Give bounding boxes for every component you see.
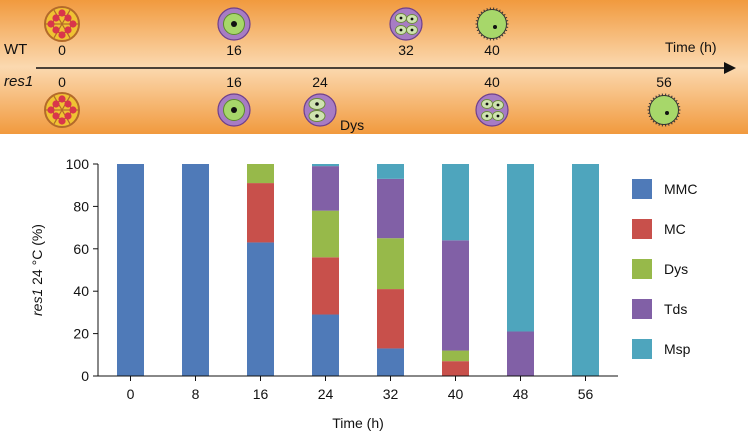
- timeline-arrowhead: [724, 62, 736, 74]
- legend-label: Msp: [664, 341, 691, 357]
- legend-item-msp: Msp: [632, 339, 691, 359]
- y-tick-label: 100: [66, 156, 90, 172]
- res1-tick-label: 16: [226, 74, 242, 90]
- bar-segment-tds: [377, 178, 404, 239]
- legend-swatch: [632, 339, 652, 359]
- timeline-panel: WT res1 Time (h) 0 16 32 40 0 16 24 Dys 40 56: [0, 0, 748, 134]
- legend-label: MMC: [664, 181, 697, 197]
- bar-segment-msp: [312, 164, 339, 167]
- res1-label: res1: [4, 73, 33, 90]
- legend-label: Tds: [664, 301, 687, 317]
- bar-segment-mc: [377, 289, 404, 349]
- x-tick-label: 24: [318, 386, 334, 402]
- bar-segment-tds: [312, 166, 339, 211]
- bar-segment-mmc: [182, 164, 209, 376]
- bar-segment-mc: [312, 257, 339, 315]
- y-axis-label-italic: res1: [29, 289, 45, 316]
- bars: [117, 164, 599, 376]
- legend-label: Dys: [664, 261, 688, 277]
- legend-swatch: [632, 299, 652, 319]
- bar-segment-mc: [247, 183, 274, 243]
- timeline-background: [0, 0, 748, 134]
- x-tick-label: 16: [253, 386, 269, 402]
- res1-tick-label: 24: [312, 74, 328, 90]
- y-axis: 0 20 40 60 80 100: [66, 156, 98, 384]
- bar-segment-dys: [442, 350, 469, 362]
- res1-tick-label: 0: [58, 74, 66, 90]
- legend: MMC MC Dys Tds Msp: [632, 179, 697, 359]
- legend-swatch: [632, 179, 652, 199]
- legend-swatch: [632, 219, 652, 239]
- legend-label: MC: [664, 221, 686, 237]
- bar-segment-mmc: [247, 242, 274, 376]
- bar-segment-msp: [507, 164, 534, 332]
- wt-timeline: 0 16 32 40: [44, 6, 509, 58]
- y-axis-label-rest: 24 °C (%): [29, 224, 45, 289]
- legend-item-mmc: MMC: [632, 179, 697, 199]
- res1-cell-mc-icon: [217, 93, 251, 127]
- x-tick-label: 0: [127, 386, 135, 402]
- y-tick-label: 60: [73, 241, 89, 257]
- bar-segment-dys: [312, 210, 339, 258]
- res1-stage-note: Dys: [340, 117, 364, 133]
- bar-segment-mmc: [117, 164, 144, 376]
- y-tick-label: 40: [73, 283, 89, 299]
- res1-cell-msp-icon: [647, 93, 681, 127]
- res1-timeline: 0 16 24 Dys 40 56: [44, 74, 681, 133]
- timeline-axis-label: Time (h): [665, 39, 717, 55]
- wt-cell-mmc-icon: [44, 6, 80, 42]
- bar-segment-tds: [442, 240, 469, 351]
- wt-tick-label: 40: [484, 42, 500, 58]
- x-tick-label: 32: [383, 386, 399, 402]
- wt-label: WT: [4, 41, 27, 58]
- y-tick-label: 0: [81, 368, 89, 384]
- x-tick-label: 40: [448, 386, 464, 402]
- legend-item-mc: MC: [632, 219, 686, 239]
- bar-segment-dys: [377, 238, 404, 290]
- res1-cell-mmc-icon: [44, 92, 80, 128]
- x-axis: 0 8 16 24 32 40 48 56: [127, 376, 594, 402]
- y-tick-label: 20: [73, 326, 89, 342]
- res1-cell-tds-icon: [475, 93, 509, 127]
- y-tick-label: 80: [73, 198, 89, 214]
- bar-segment-dys: [247, 164, 274, 184]
- wt-tick-label: 0: [58, 42, 66, 58]
- bar-segment-mmc: [312, 314, 339, 376]
- wt-tick-label: 32: [398, 42, 414, 58]
- res1-tick-label: 56: [656, 74, 672, 90]
- legend-swatch: [632, 259, 652, 279]
- bar-segment-mmc: [377, 348, 404, 376]
- legend-item-dys: Dys: [632, 259, 688, 279]
- x-tick-label: 8: [192, 386, 200, 402]
- bar-segment-msp: [572, 164, 599, 376]
- wt-tick-label: 16: [226, 42, 242, 58]
- x-tick-label: 56: [578, 386, 594, 402]
- y-axis-label: res1 24 °C (%): [29, 224, 45, 316]
- wt-cell-msp-icon: [475, 7, 509, 41]
- stacked-bar-chart: 0 20 40 60 80 100 0 8 16 24 32 40 48 56 res1 24 °C (…: [29, 156, 697, 431]
- bar-segment-msp: [377, 164, 404, 179]
- res1-cell-dys-icon: [303, 93, 337, 127]
- bar-segment-mc: [442, 361, 469, 376]
- bar-segment-msp: [442, 164, 469, 241]
- x-tick-label: 48: [513, 386, 529, 402]
- wt-cell-mc-icon: [217, 7, 251, 41]
- res1-tick-label: 40: [484, 74, 500, 90]
- wt-cell-tds-icon: [389, 7, 423, 41]
- bar-segment-tds: [507, 331, 534, 376]
- x-axis-label: Time (h): [332, 415, 384, 431]
- legend-item-tds: Tds: [632, 299, 687, 319]
